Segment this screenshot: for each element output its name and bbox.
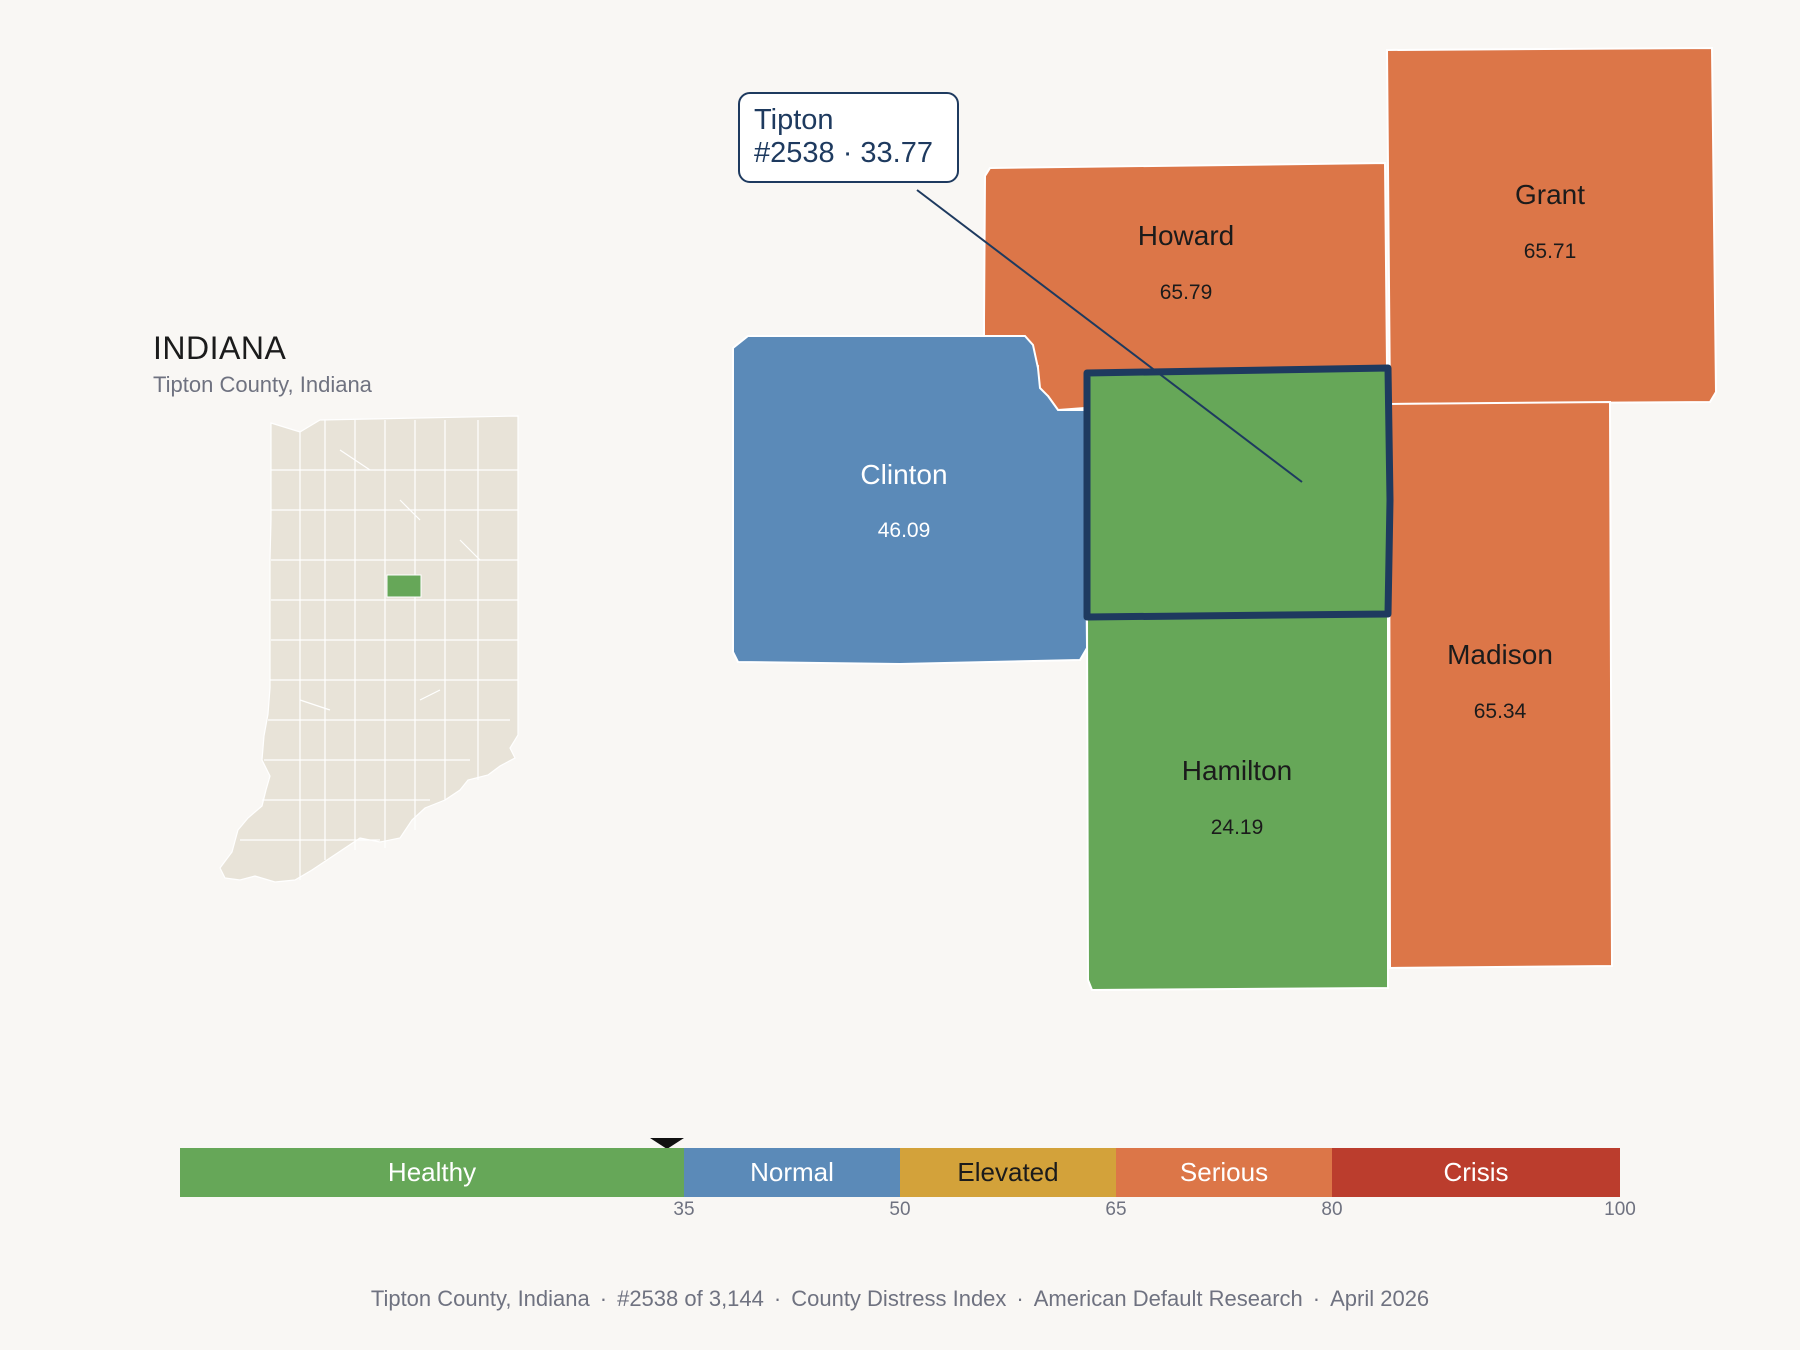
- legend-segment-elevated: Elevated: [900, 1148, 1116, 1197]
- footer-date: April 2026: [1330, 1286, 1430, 1311]
- footer-rank: #2538 of 3,144: [617, 1286, 764, 1311]
- legend-segment-healthy: Healthy: [180, 1148, 684, 1197]
- callout-leader-line: [916, 189, 1303, 483]
- indiana-outline: [219, 415, 519, 883]
- footer-county: Tipton County, Indiana: [370, 1286, 590, 1311]
- callout-county-name: Tipton: [754, 104, 834, 136]
- indiana-county-lines: [240, 420, 518, 880]
- county-label-madison: Madison: [1447, 639, 1553, 670]
- state-title: INDIANA: [153, 330, 287, 366]
- legend-label-elevated: Elevated: [957, 1157, 1059, 1187]
- county-value-clinton: 46.09: [878, 519, 931, 542]
- legend-segment-crisis: Crisis: [1332, 1148, 1620, 1197]
- county-grant[interactable]: [1385, 46, 1718, 406]
- county-value-madison: 65.34: [1474, 700, 1527, 723]
- legend-tick-80: 80: [1321, 1199, 1343, 1220]
- county-hamilton[interactable]: [1085, 610, 1389, 992]
- legend-label-healthy: Healthy: [387, 1157, 477, 1187]
- county-label-hamilton: Hamilton: [1182, 755, 1292, 786]
- state-subtitle: Tipton County, Indiana: [153, 372, 372, 397]
- tipton-locator-highlight: [386, 574, 422, 598]
- current-value-marker: [650, 1138, 684, 1149]
- legend-tick-65: 65: [1105, 1199, 1127, 1220]
- legend-segment-serious: Serious: [1116, 1148, 1332, 1197]
- legend-label-serious: Serious: [1179, 1157, 1269, 1187]
- county-tipton[interactable]: [1083, 364, 1394, 621]
- county-value-howard: 65.79: [1160, 281, 1213, 304]
- legend-tick-35: 35: [673, 1199, 695, 1220]
- county-clinton[interactable]: [732, 335, 1089, 666]
- county-value-grant: 65.71: [1524, 240, 1577, 263]
- county-madison[interactable]: [1387, 400, 1614, 970]
- legend-label-normal: Normal: [750, 1157, 834, 1187]
- county-label-clinton: Clinton: [860, 459, 947, 490]
- legend-label-crisis: Crisis: [1443, 1157, 1509, 1187]
- footer-index: County Distress Index: [791, 1286, 1007, 1311]
- legend-tick-100: 100: [1604, 1199, 1636, 1220]
- legend-segment-normal: Normal: [684, 1148, 900, 1197]
- legend-tick-50: 50: [889, 1199, 911, 1220]
- county-label-howard: Howard: [1138, 220, 1234, 251]
- footer: Tipton County, Indiana · #2538 of 3,144 · Co…: [370, 1286, 1430, 1311]
- indiana-locator-map: [219, 415, 519, 883]
- tipton-callout: Tipton #2538 · 33.77: [738, 92, 959, 183]
- county-value-hamilton: 24.19: [1211, 816, 1264, 839]
- distress-legend-bar: Healthy Normal Elevated Serious Crisis: [180, 1148, 1620, 1197]
- callout-rank-value: #2538 · 33.77: [754, 137, 933, 169]
- county-label-grant: Grant: [1515, 179, 1585, 210]
- footer-source: American Default Research: [1033, 1286, 1303, 1311]
